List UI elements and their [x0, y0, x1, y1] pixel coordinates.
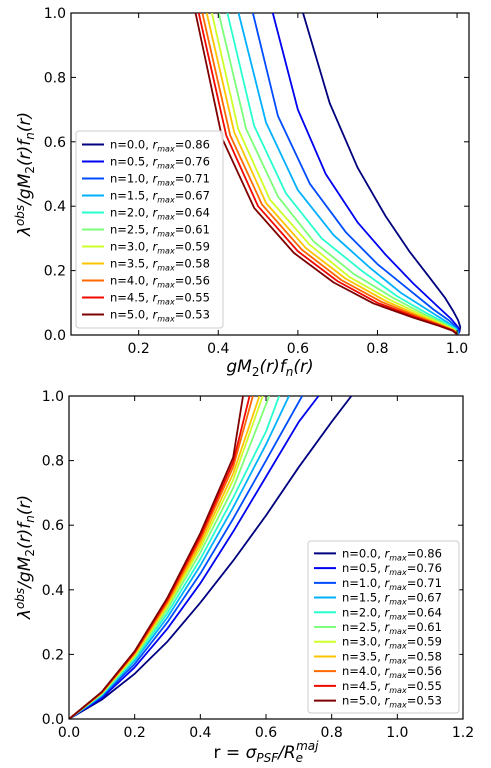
- y-tick-label: 0.6: [42, 518, 64, 534]
- series-line-n3-0: [69, 396, 264, 719]
- series-line-n4-0: [69, 396, 254, 719]
- legend-entry: n=4.5, rmax=0.55: [342, 679, 442, 695]
- legend-box: [75, 130, 224, 329]
- legend-entry: n=0.5, rmax=0.76: [110, 155, 210, 171]
- legend-entry: n=3.0, rmax=0.59: [342, 635, 442, 651]
- x-tick-label: 0.4: [189, 725, 211, 741]
- legend-entry: n=1.0, rmax=0.71: [342, 576, 442, 592]
- legend: n=0.0, rmax=0.86n=0.5, rmax=0.76n=1.0, r…: [75, 130, 224, 329]
- x-tick-label: 0.2: [124, 725, 146, 741]
- series-line-n5-0: [69, 396, 244, 719]
- x-tick-label: 0.4: [207, 341, 229, 357]
- legend-entry: n=3.5, rmax=0.58: [110, 257, 210, 273]
- series-lines: [194, 13, 462, 335]
- legend-entry: n=3.0, rmax=0.59: [110, 240, 210, 256]
- legend-entry: n=2.0, rmax=0.64: [342, 605, 442, 621]
- series-line-n0-5: [69, 396, 320, 719]
- series-line-n0-5: [271, 13, 461, 335]
- x-tick-label: 0.0: [58, 725, 80, 741]
- series-line-n1-5: [69, 396, 290, 719]
- legend-entry: n=3.5, rmax=0.58: [342, 649, 442, 665]
- x-tick-label: 1.2: [452, 725, 474, 741]
- legend-entry: n=0.5, rmax=0.76: [342, 561, 442, 577]
- legend-entry: n=4.5, rmax=0.55: [110, 291, 210, 307]
- x-tick-label: 1.0: [386, 725, 408, 741]
- series-line-n2-5: [217, 13, 458, 335]
- x-tick-label: 0.6: [287, 341, 309, 357]
- legend-entry: n=5.0, rmax=0.53: [110, 308, 210, 324]
- legend-entry: n=1.5, rmax=0.67: [342, 591, 442, 607]
- series-line-n0-0: [302, 13, 462, 335]
- series-line-n3-5: [69, 396, 261, 719]
- y-axis-label: λobs/gM2(r)fn(r): [13, 112, 37, 237]
- y-tick-label: 1.0: [42, 389, 64, 405]
- plot-frame: [70, 12, 470, 336]
- x-tick-label: 0.6: [255, 725, 277, 741]
- axis-ticks: 0.0 0.2 0.4 0.6 0.8 1.0 1.2 0.0 0.2 0.4 0.6 0.8 1.0: [42, 389, 474, 741]
- x-axis-label: gM2(r)fn(r): [226, 357, 313, 379]
- y-tick-label: 0.2: [44, 264, 66, 280]
- y-tick-label: 0.6: [44, 135, 66, 151]
- series-line-n4-0: [201, 13, 458, 335]
- y-tick-label: 0.0: [42, 712, 64, 728]
- series-line-n4-5: [69, 396, 251, 719]
- legend: n=0.0, rmax=0.86n=0.5, rmax=0.76n=1.0, r…: [307, 540, 460, 714]
- y-axis-label: λobs/gM2(r)fn(r): [13, 495, 37, 620]
- series-line-n1-0: [69, 396, 303, 719]
- series-line-n0-0: [69, 396, 353, 719]
- legend-entry: n=0.0, rmax=0.86: [342, 546, 442, 562]
- series-line-n4-5: [197, 13, 458, 335]
- legend-entry: n=2.5, rmax=0.61: [110, 223, 210, 239]
- y-tick-label: 0.8: [44, 70, 66, 86]
- legend-entry: n=4.0, rmax=0.56: [342, 664, 442, 680]
- y-tick-label: 0.8: [42, 454, 64, 470]
- legend-box: [307, 540, 460, 714]
- legend-entry: n=0.0, rmax=0.86: [110, 138, 210, 154]
- chart-panel-top: 0.2 0.4 0.6 0.8 1.0 0.0 0.2 0.4 0.6 0.8 1.0 n=0.0,…: [13, 6, 470, 379]
- axis-ticks: 0.2 0.4 0.6 0.8 1.0 0.0 0.2 0.4 0.6 0.8 1.0: [44, 6, 469, 357]
- y-tick-label: 0.2: [42, 647, 64, 663]
- legend-entry: n=4.0, rmax=0.56: [110, 274, 210, 290]
- y-tick-label: 1.0: [44, 6, 66, 22]
- y-tick-label: 0.4: [44, 199, 66, 215]
- legend-entry: n=1.5, rmax=0.67: [110, 189, 210, 205]
- x-tick-label: 0.8: [366, 341, 388, 357]
- legend-entry: n=1.0, rmax=0.71: [110, 172, 210, 188]
- series-line-n5-0: [194, 13, 458, 335]
- y-tick-label: 0.4: [42, 583, 64, 599]
- legend-entry: n=5.0, rmax=0.53: [342, 694, 442, 710]
- x-axis-label: r = σPSF/Remaj: [214, 739, 320, 765]
- series-lines: [69, 396, 353, 719]
- x-tick-label: 1.0: [446, 341, 468, 357]
- legend-entry: n=2.5, rmax=0.61: [342, 620, 442, 636]
- y-tick-label: 0.0: [44, 328, 66, 344]
- x-tick-label: 0.8: [321, 725, 343, 741]
- legend-entry: n=2.0, rmax=0.64: [110, 206, 210, 222]
- series-line-n1-0: [252, 13, 460, 335]
- chart-panel-bottom: 0.0 0.2 0.4 0.6 0.8 1.0 1.20.00.20.40.60.81.0 …: [13, 389, 474, 765]
- x-tick-label: 0.2: [128, 341, 150, 357]
- series-line-n2-0: [69, 396, 280, 719]
